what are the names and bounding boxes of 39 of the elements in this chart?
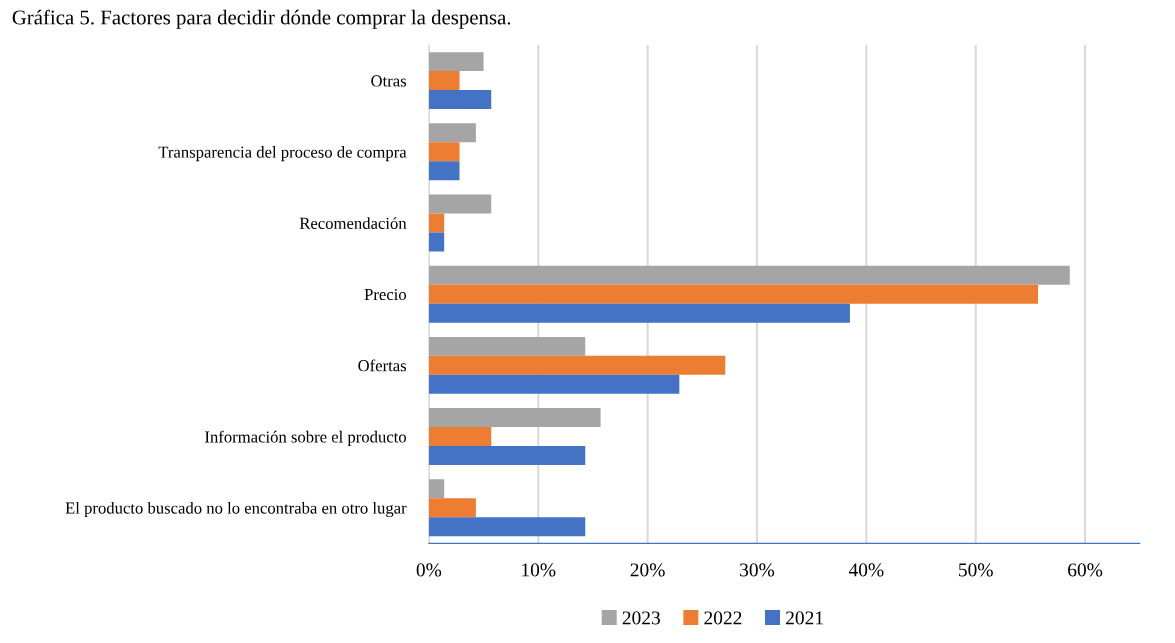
bar (428, 355, 726, 375)
bar (428, 303, 850, 323)
y-tick-label: El producto buscado no lo encontraba en otro lugar (65, 501, 407, 518)
bar (428, 52, 484, 72)
x-tick-label: 10% (522, 563, 556, 577)
text: Gráfica 5. Factores para decidir dónde comprar la despensa. (12, 9, 511, 29)
bar (428, 408, 601, 428)
y-tick-label: Recomendación (299, 217, 407, 229)
y-tick-label: Ofertas (358, 359, 407, 372)
legend-label: 2022 (704, 611, 742, 625)
y-tick-label: Información sobre el producto (205, 430, 407, 446)
bar (428, 479, 445, 499)
bar (428, 71, 460, 91)
bar (428, 498, 476, 518)
x-tick-label: 40% (848, 563, 884, 577)
y-tick-label: Transparencia del proceso de compra (158, 146, 407, 162)
bar (428, 194, 492, 214)
y-tick-label: Precio (364, 288, 407, 301)
x-tick-label: 20% (630, 563, 665, 577)
bar (428, 284, 1039, 304)
x-tick-label: 30% (740, 563, 775, 577)
bar (428, 142, 460, 162)
bar (428, 232, 445, 252)
legend-label: 2021 (786, 611, 823, 625)
bar (428, 161, 460, 181)
x-tick-label: 60% (1068, 563, 1103, 577)
bar (428, 213, 445, 233)
y-tick-label: Otras (371, 75, 407, 87)
bar (428, 517, 586, 537)
legend-label: 2023 (622, 611, 660, 625)
bar (428, 123, 476, 143)
bar (428, 446, 586, 466)
bar (428, 90, 492, 110)
bar (428, 336, 586, 356)
bar (428, 427, 492, 447)
x-tick-label: 0% (416, 563, 442, 577)
bar (428, 374, 680, 394)
x-tick-label: 50% (959, 563, 993, 577)
bar (428, 265, 1070, 285)
